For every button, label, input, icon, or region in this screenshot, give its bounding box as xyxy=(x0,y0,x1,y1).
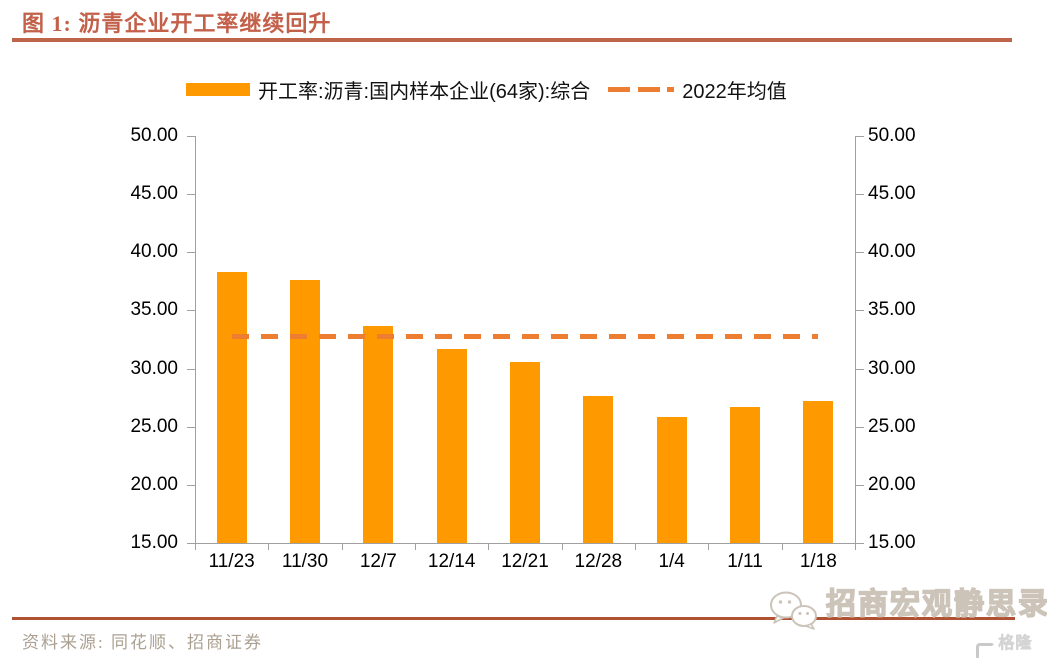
data-source-note: 资料来源: 同花顺、招商证券 xyxy=(22,633,263,652)
gelonghui-logo: 格隆汇 xyxy=(976,629,1047,658)
bar-12/7 xyxy=(363,325,394,543)
y-axis-right xyxy=(855,136,856,543)
x-axis-label: 1/11 xyxy=(727,551,763,572)
y-tick-right xyxy=(856,426,864,428)
chart-legend: 开工率:沥青:国内样本企业(64家):综合 2022年均值 xyxy=(186,74,886,104)
x-tick xyxy=(855,544,856,550)
legend-mean-label: 2022年均值 xyxy=(682,80,787,103)
y-axis-left xyxy=(195,136,196,543)
x-axis-label: 12/7 xyxy=(359,551,397,572)
y-axis-label-right: 45.00 xyxy=(868,183,916,205)
x-tick xyxy=(341,544,343,550)
y-tick-right xyxy=(856,543,864,544)
legend-dash-swatch xyxy=(608,86,675,92)
gelonghui-text: 格隆汇 xyxy=(998,635,1033,653)
title-rule xyxy=(12,38,1012,42)
wechat-watermark: 招商宏观静思录 xyxy=(764,587,1047,630)
y-tick-right xyxy=(856,310,864,312)
y-tick-left xyxy=(187,252,195,254)
x-axis-label: 11/30 xyxy=(281,551,329,572)
y-tick-left xyxy=(187,136,195,137)
x-tick xyxy=(415,544,416,550)
y-axis-label-right: 35.00 xyxy=(868,299,916,321)
legend-item-bar: 开工率:沥青:国内样本企业(64家):综合 xyxy=(186,75,590,104)
y-tick-left xyxy=(187,426,195,428)
legend-bar-swatch xyxy=(186,82,250,96)
x-tick xyxy=(488,544,490,550)
y-axis-label-left: 35.00 xyxy=(130,299,178,321)
y-axis-label-right: 20.00 xyxy=(868,473,916,495)
y-axis-label-right: 25.00 xyxy=(868,415,916,437)
bar-12/28 xyxy=(583,396,614,543)
wechat-icon xyxy=(770,591,817,630)
x-axis-label: 12/21 xyxy=(501,551,549,572)
y-tick-left xyxy=(187,543,195,544)
x-tick xyxy=(781,544,783,550)
y-axis-label-right: 15.00 xyxy=(868,532,916,553)
y-axis-label-left: 45.00 xyxy=(130,183,178,205)
y-axis-label-left: 30.00 xyxy=(130,357,178,379)
y-axis-label-left: 50.00 xyxy=(130,125,178,146)
x-axis-label: 12/14 xyxy=(427,551,476,572)
y-axis-label-left: 25.00 xyxy=(130,415,178,437)
x-axis-label: 12/28 xyxy=(574,551,623,572)
y-axis-label-left: 15.00 xyxy=(130,532,178,553)
dash-dot xyxy=(667,86,675,92)
x-tick xyxy=(708,544,710,550)
x-tick xyxy=(635,544,636,550)
dash-segment xyxy=(637,86,660,92)
x-axis-label: 11/23 xyxy=(208,551,255,572)
x-axis-label: 1/18 xyxy=(799,551,837,572)
y-tick-left xyxy=(187,368,195,370)
bar-1/4 xyxy=(656,417,687,543)
y-tick-right xyxy=(856,368,864,370)
bar-12/21 xyxy=(510,361,540,543)
x-axis-label: 1/4 xyxy=(658,551,685,572)
y-axis-label-left: 20.00 xyxy=(130,473,178,495)
bar-11/23 xyxy=(216,272,247,543)
figure-title: 图 1: 沥青企业开工率继续回升 xyxy=(22,11,332,36)
y-tick-left xyxy=(187,484,195,486)
x-axis xyxy=(195,543,856,544)
legend-bar-label: 开工率:沥青:国内样本企业(64家):综合 xyxy=(258,80,591,103)
y-tick-right xyxy=(856,484,864,486)
bar-11/30 xyxy=(290,280,320,543)
x-tick xyxy=(268,544,270,550)
y-tick-right xyxy=(856,252,864,254)
y-tick-right xyxy=(856,194,864,196)
legend-item-mean: 2022年均值 xyxy=(608,75,787,104)
y-tick-left xyxy=(187,310,195,312)
y-axis-label-right: 50.00 xyxy=(868,125,916,146)
y-axis-label-right: 40.00 xyxy=(868,241,916,263)
y-axis-label-right: 30.00 xyxy=(868,357,916,379)
y-tick-left xyxy=(187,194,195,196)
dash-segment xyxy=(608,86,631,92)
gelonghui-icon xyxy=(976,643,996,658)
y-tick-right xyxy=(856,136,864,137)
x-tick xyxy=(195,544,196,550)
mean-dashed-line xyxy=(231,333,819,339)
bar-1/18 xyxy=(803,401,834,543)
x-tick xyxy=(561,544,563,550)
y-axis-label-left: 40.00 xyxy=(130,241,178,263)
bar-12/14 xyxy=(436,348,467,543)
footer-rule xyxy=(12,617,1015,620)
bar-1/11 xyxy=(730,406,760,543)
watermark-text: 招商宏观静思录 xyxy=(825,587,1047,621)
